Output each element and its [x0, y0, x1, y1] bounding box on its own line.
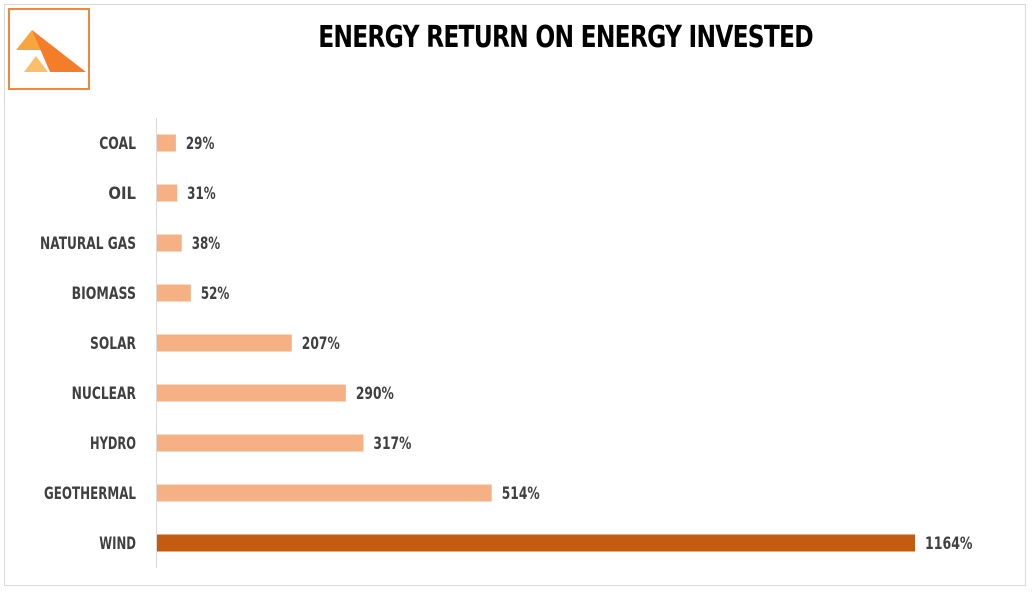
value-label-hydro: 317% [373, 434, 411, 454]
category-label-oil: OIL [108, 184, 136, 204]
category-label-geothermal: GEOTHERMAL [44, 484, 136, 504]
value-label-wind: 1164% [925, 534, 973, 554]
bar-coal [157, 134, 176, 152]
category-label-solar: SOLAR [90, 334, 136, 354]
category-label-biomass: BIOMASS [72, 284, 136, 304]
brand-logo [8, 8, 90, 90]
bar-natural-gas [157, 234, 182, 252]
chart-title: ENERGY RETURN ON ENERGY INVESTED [318, 20, 813, 55]
value-label-biomass: 52% [201, 284, 230, 304]
bar-geothermal [157, 484, 492, 502]
bar-biomass [157, 284, 191, 302]
value-label-natural-gas: 38% [192, 234, 221, 254]
bar-hydro [157, 434, 364, 452]
bar-oil [157, 184, 178, 202]
value-label-nuclear: 290% [356, 384, 394, 404]
value-label-solar: 207% [302, 334, 340, 354]
bars-group: COAL 29% OIL 31% NATURAL GAS 38% BIOMASS 52% SOL… [40, 134, 973, 554]
triangle-logo-icon [16, 30, 86, 72]
category-label-coal: COAL [99, 134, 136, 154]
value-label-coal: 29% [186, 134, 215, 154]
value-label-geothermal: 514% [502, 484, 540, 504]
category-label-hydro: HYDRO [90, 434, 136, 454]
bar-wind [157, 534, 915, 552]
category-label-wind: WIND [99, 534, 136, 554]
category-label-nuclear: NUCLEAR [72, 384, 136, 404]
value-label-oil: 31% [187, 184, 216, 204]
category-label-natural-gas: NATURAL GAS [40, 234, 136, 254]
bar-nuclear [157, 384, 346, 402]
bar-solar [157, 334, 292, 352]
